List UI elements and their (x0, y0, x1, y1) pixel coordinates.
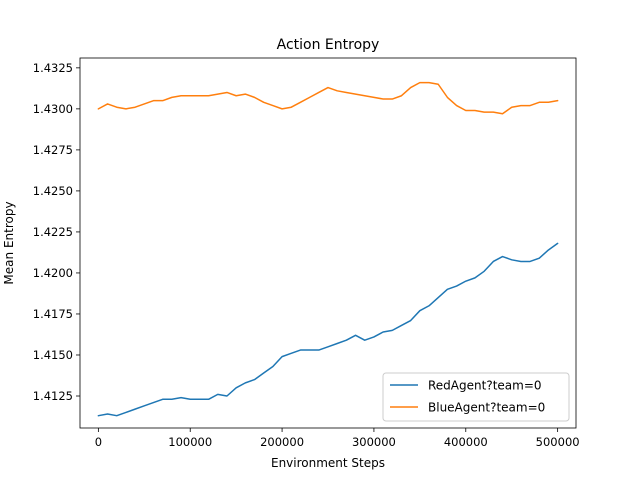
x-axis: 0 100000 200000 300000 400000 500000 (95, 428, 580, 449)
series-line-blue-agent (97, 81, 559, 115)
x-tick-label: 200000 (260, 435, 304, 449)
x-tick-label: 100000 (168, 435, 212, 449)
y-tick-label: 1.4125 (33, 389, 73, 403)
legend-label-blue-agent: BlueAgent?team=0 (428, 401, 545, 415)
x-tick-label: 0 (95, 435, 102, 449)
x-tick-label: 400000 (444, 435, 488, 449)
y-tick-label: 1.4225 (33, 225, 73, 239)
x-tick-label: 300000 (352, 435, 396, 449)
legend-label-red-agent: RedAgent?team=0 (428, 379, 542, 393)
y-tick-label: 1.4300 (33, 102, 73, 116)
y-tick-label: 1.4275 (33, 143, 73, 157)
plot-area (79, 57, 577, 429)
series-line-red-agent (97, 242, 559, 417)
axes-frame (79, 57, 577, 429)
legend-box (382, 372, 570, 422)
x-tick-label: 500000 (536, 435, 580, 449)
y-tick-label: 1.4250 (33, 184, 73, 198)
y-tick-label: 1.4175 (33, 307, 73, 321)
y-axis: 1.4125 1.4150 1.4175 1.4200 1.4225 1.4250 1.42… (33, 61, 80, 403)
y-axis-label: Mean Entropy (2, 201, 16, 284)
chart-title: Action Entropy (277, 37, 380, 53)
y-tick-label: 1.4325 (33, 61, 73, 75)
legend: RedAgent?team=0 BlueAgent?team=0 (382, 372, 570, 422)
series-layer (97, 81, 559, 417)
y-tick-label: 1.4200 (33, 266, 73, 280)
x-axis-label: Environment Steps (271, 456, 385, 470)
y-tick-label: 1.4150 (33, 348, 73, 362)
